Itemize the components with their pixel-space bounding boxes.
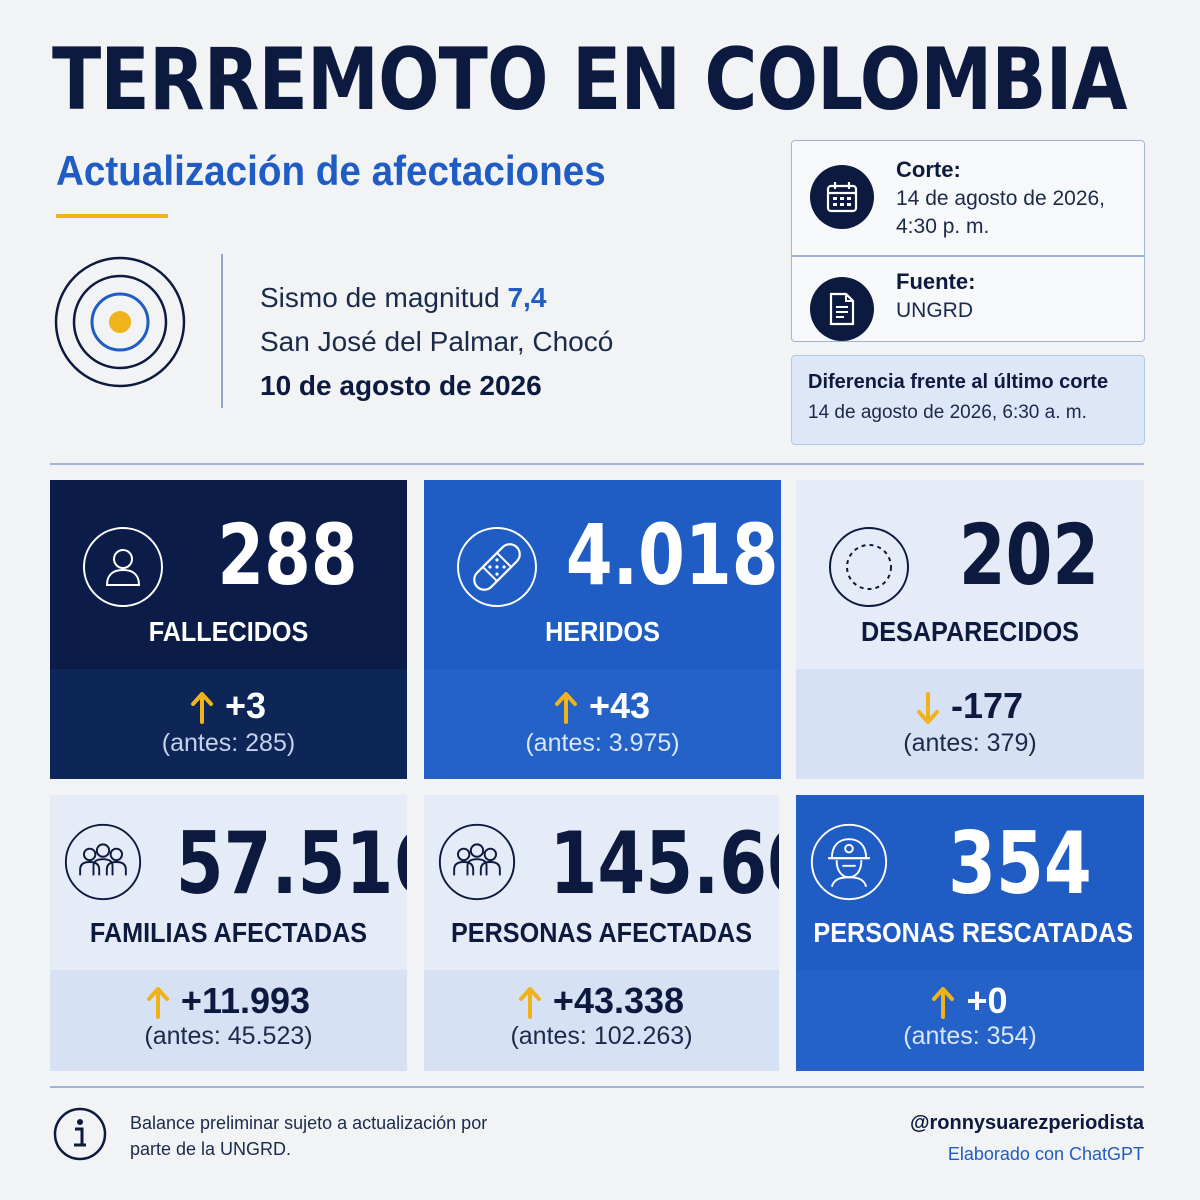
card-desaparecidos: 202 DESAPARECIDOS -177 (antes: 379) [796, 480, 1144, 779]
source-label: Fuente: [896, 269, 976, 294]
card-delta-value: -177 [950, 685, 1024, 726]
card-delta-value: +43 [588, 685, 651, 726]
arrow-up-icon [190, 692, 213, 724]
diff-box: Diferencia frente al último corte 14 de … [791, 355, 1145, 445]
card-before: (antes: 379) [903, 729, 1037, 757]
author-handle: @ronnysuarezperiodista [909, 1112, 1144, 1134]
card-delta: -177 [796, 683, 1144, 729]
card-label: PERSONAS RESCATADAS [813, 917, 1134, 948]
card-label: PERSONAS AFECTADAS [450, 917, 753, 948]
bandage-icon [454, 524, 540, 610]
card-value: 354 [948, 814, 1092, 914]
card-familias: 57.516 FAMILIAS AFECTADAS +11.993 (antes… [50, 795, 407, 1071]
cutoff-label: Corte: [896, 157, 961, 182]
card-label: FALLECIDOS [148, 616, 309, 647]
quake-info: Sismo de magnitud 7,4 San José del Palma… [260, 276, 613, 408]
quake-divider [221, 254, 223, 408]
card-value: 4.018 [565, 506, 779, 604]
card-before: (antes: 3.975) [525, 729, 680, 757]
card-personas-rescatadas: 354 PERSONAS RESCATADAS +0 (antes: 354) [796, 795, 1144, 1071]
source-row: Fuente: UNGRD [810, 267, 1136, 341]
card-before: (antes: 45.523) [144, 1022, 313, 1050]
card-delta: +3 [50, 683, 407, 729]
bottom-divider [50, 1086, 1144, 1088]
arrow-up-icon [146, 987, 169, 1019]
arrow-up-icon [932, 987, 955, 1019]
card-delta: +0 [796, 978, 1144, 1024]
card-delta: +43 [424, 683, 781, 729]
person-icon [80, 524, 166, 610]
card-label: HERIDOS [545, 616, 660, 647]
card-delta: +43.338 [424, 978, 779, 1024]
card-value: 145.601 [549, 814, 780, 914]
source-value: UNGRD [896, 299, 973, 322]
arrow-up-icon [518, 987, 541, 1019]
rescuer-icon [806, 819, 892, 905]
card-fallecidos: 288 FALLECIDOS +3 (antes: 285) [50, 480, 407, 779]
meta-box: Corte: 14 de agosto de 2026, 4:30 p. m. … [791, 140, 1145, 342]
target-icon [54, 256, 186, 388]
card-value: 57.516 [175, 814, 407, 914]
page-subtitle: Actualización de afectaciones [56, 147, 606, 194]
accent-line [56, 214, 168, 218]
quake-location: San José del Palmar, Chocó [260, 326, 614, 357]
family-icon [60, 819, 146, 905]
info-icon [53, 1107, 107, 1161]
card-before: (antes: 102.263) [510, 1022, 693, 1050]
card-delta-value: +11.993 [180, 980, 311, 1021]
card-before: (antes: 354) [903, 1022, 1037, 1050]
cutoff-value: 14 de agosto de 2026, 4:30 p. m. [896, 187, 1106, 238]
quake-date: 10 de agosto de 2026 [260, 370, 542, 401]
group-icon [434, 819, 520, 905]
arrow-up-icon [554, 692, 577, 724]
card-before: (antes: 285) [161, 729, 296, 757]
dashed-circle-icon [826, 524, 912, 610]
card-delta-value: +0 [966, 980, 1008, 1021]
arrow-down-icon [916, 692, 939, 724]
meta-separator [792, 255, 1144, 257]
document-icon [810, 277, 874, 341]
footer-note: Balance preliminar sujeto a actualizació… [130, 1113, 488, 1159]
quake-magnitude-line: Sismo de magnitud 7,4 [260, 276, 613, 320]
card-personas-afectadas: 145.601 PERSONAS AFECTADAS +43.338 (ante… [424, 795, 779, 1071]
card-label: DESAPARECIDOS [861, 616, 1079, 647]
page-title: TERREMOTO EN COLOMBIA [52, 30, 1128, 130]
card-heridos: 4.018 HERIDOS +43 (antes: 3.975) [424, 480, 781, 779]
card-delta-value: +3 [224, 685, 267, 726]
card-value: 288 [217, 506, 358, 604]
magnitude-prefix: Sismo de magnitud [260, 282, 508, 313]
card-label: FAMILIAS AFECTADAS [89, 917, 368, 948]
diff-date: 14 de agosto de 2026, 6:30 a. m. [808, 402, 1087, 423]
calendar-icon [810, 165, 874, 229]
diff-title: Diferencia frente al último corte [808, 371, 1109, 393]
cutoff-row: Corte: 14 de agosto de 2026, 4:30 p. m. [810, 155, 1136, 241]
magnitude-value: 7,4 [507, 282, 547, 313]
card-value: 202 [958, 506, 1100, 604]
credit-text: Elaborado con ChatGPT [947, 1144, 1144, 1164]
top-divider [50, 463, 1144, 465]
card-delta: +11.993 [50, 978, 407, 1024]
card-delta-value: +43.338 [552, 980, 685, 1021]
